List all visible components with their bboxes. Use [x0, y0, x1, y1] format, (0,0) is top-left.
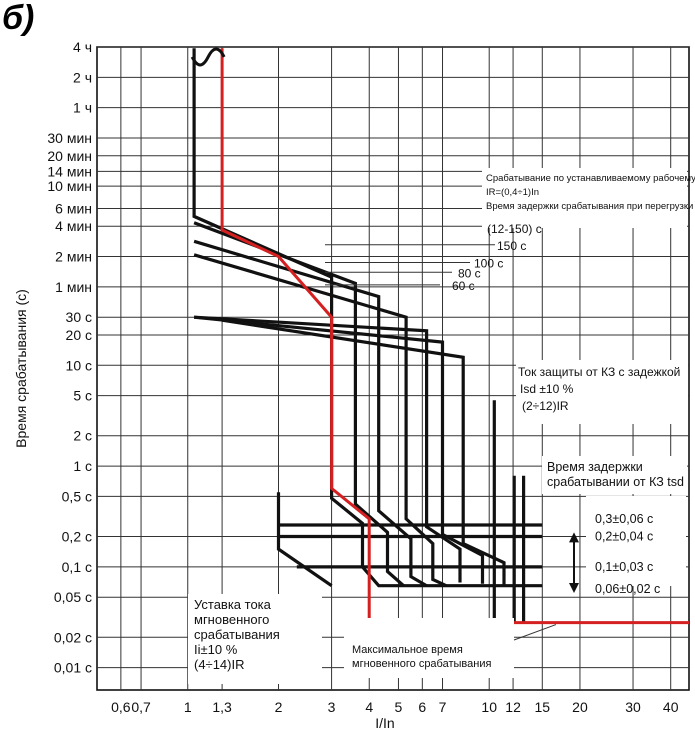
- annotation-d2: 0,2±0,04 с: [595, 530, 653, 544]
- annotation-inverse-title: Срабатывание по устанавливаемому рабочем…: [486, 173, 695, 212]
- y-tick-label: 2 с: [73, 428, 92, 444]
- arrow-up-icon: [569, 532, 579, 543]
- figure-corner-label: б): [2, 0, 35, 37]
- annotation-d3: 0,1±0,03 с: [595, 560, 653, 574]
- y-tick-label: 0,5 с: [62, 488, 92, 504]
- x-tick-label: 7: [439, 699, 447, 715]
- annotation-box: [188, 594, 322, 684]
- annotation-instant: Уставка тока мгновенного срабатывания Ii±10…: [194, 597, 280, 672]
- x-tick-label: 3: [328, 699, 336, 715]
- axis-break-mark: [190, 47, 226, 67]
- y-tick-label: 4 мин: [55, 218, 92, 234]
- y-tick-label: 2 мин: [55, 249, 92, 265]
- annotation-box: [516, 360, 688, 424]
- annotation-d1: 0,3±0,06 с: [595, 512, 653, 526]
- x-tick-label: 20: [572, 699, 588, 715]
- annotation-short-delay: Ток защиты от КЗ с задежкой Isd ±10 % (2÷1…: [518, 365, 680, 413]
- trip-band-line-5: [194, 315, 462, 583]
- max-time-leader: [513, 624, 557, 641]
- series-group: [190, 47, 689, 625]
- y-tick-label: 1 ч: [73, 100, 92, 116]
- y-tick-label: 14 мин: [47, 163, 92, 179]
- y-tick-label: 4 ч: [73, 39, 92, 55]
- y-tick-label: 0,2 с: [62, 529, 92, 545]
- annotations: Срабатывание по устанавливаемому рабочем…: [194, 173, 695, 672]
- trip-band-line-1: [192, 48, 543, 588]
- annotation-max-time: Максимальное время мгновенного срабатыван…: [352, 644, 491, 670]
- annotation-d4: 0,06±0,02 с: [595, 582, 660, 596]
- y-axis-label: Время срабатывания (с): [13, 289, 29, 448]
- y-tick-label: 1 мин: [55, 279, 92, 295]
- y-tick-label: 20 с: [66, 327, 92, 343]
- y-tick-label: 0,1 с: [62, 559, 92, 575]
- y-tick-label: 20 мин: [47, 148, 92, 164]
- annotation-t150: 150 с: [497, 239, 526, 253]
- annotation-box: [586, 496, 686, 586]
- y-tick-label: 30 с: [66, 309, 92, 325]
- trip-band-line-2: [193, 221, 405, 587]
- y-tick-label: 10 мин: [47, 178, 92, 194]
- y-tick-label: 10 с: [66, 357, 92, 373]
- arrow-down-icon: [569, 583, 579, 594]
- y-tick-label: 0,05 с: [54, 589, 92, 605]
- annotation-t80: 80 с: [458, 266, 481, 280]
- x-tick-label: 6: [418, 699, 426, 715]
- x-tick-label: 15: [535, 699, 551, 715]
- trip-band-line-6: [193, 315, 485, 584]
- x-tick-label: 4: [365, 699, 373, 715]
- y-tick-label: 6 мин: [55, 200, 92, 216]
- x-tick-labels: 0,6 0,7 1 1,3 2 3 4 5 6 7 10 12 15 20 30 40: [111, 699, 679, 715]
- annotation-range: (12-150) с: [487, 222, 542, 236]
- x-axis-label: I/In: [375, 715, 394, 731]
- x-tick-label: 0,7: [131, 699, 151, 715]
- x-tick-label: 40: [663, 699, 679, 715]
- y-tick-label: 5 с: [73, 388, 92, 404]
- x-tick-label: 10: [481, 699, 497, 715]
- y-tick-label: 0,02 с: [54, 629, 92, 645]
- x-tick-label: 1: [184, 699, 192, 715]
- annotation-box: [482, 168, 687, 228]
- reference-trip-curve: [220, 48, 689, 625]
- x-tick-label: 2: [275, 699, 283, 715]
- x-tick-label: 5: [395, 699, 403, 715]
- trip-band-line-4: [193, 253, 447, 588]
- annotation-t60: 60 с: [452, 279, 475, 293]
- x-tick-label: 12: [505, 699, 521, 715]
- x-tick-label: 30: [625, 699, 641, 715]
- x-tick-label: 0,6: [111, 699, 131, 715]
- x-tick-label: 1,3: [212, 699, 232, 715]
- annotation-t100: 100 с: [474, 257, 503, 271]
- y-tick-label: 0,01 с: [54, 660, 92, 676]
- y-tick-label: 30 мин: [47, 130, 92, 146]
- annotation-box: [542, 456, 687, 494]
- trip-band-line-7: [221, 318, 506, 585]
- trip-band-line-8: [276, 492, 333, 588]
- y-tick-label: 1 с: [73, 458, 92, 474]
- annotation-box: [344, 618, 514, 678]
- annotation-backgrounds: [188, 168, 688, 684]
- annotation-delay-time: Время задержки срабатывании от КЗ tsd: [547, 460, 684, 489]
- y-tick-label: 2 ч: [73, 69, 92, 85]
